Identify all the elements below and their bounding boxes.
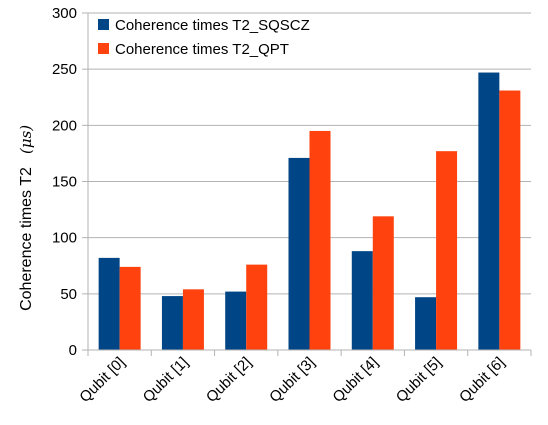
bar-qpt — [372, 216, 394, 350]
y-tick-labels: 0 50 100 150 200 250 300 — [52, 5, 77, 359]
bar-sqscz — [288, 157, 310, 350]
x-tick-label: Qubit [1] — [140, 354, 192, 406]
y-tick-label: 300 — [52, 5, 77, 22]
y-tick-label: 50 — [60, 286, 77, 303]
bar-sqscz — [225, 291, 247, 350]
legend: Coherence times T2_SQSCZ Coherence times … — [98, 17, 310, 58]
bar-qpt — [246, 264, 268, 350]
x-tick-label: Qubit [5] — [393, 354, 445, 406]
legend-label: Coherence times T2_SQSCZ — [115, 17, 310, 34]
y-tick-label: 250 — [52, 61, 77, 78]
bar-qpt — [119, 266, 141, 350]
bar-qpt — [182, 289, 204, 350]
legend-swatch — [98, 43, 109, 54]
x-tick-label: Qubit [0] — [76, 354, 128, 406]
y-axis-title: Coherence times T2 (μs) — [17, 125, 35, 311]
bar-sqscz — [161, 296, 183, 350]
x-tick-labels: Qubit [0] Qubit [1] Qubit [2] Qubit [3] Qubi… — [76, 354, 508, 406]
bar-sqscz — [415, 297, 437, 350]
bar-qpt — [309, 130, 331, 350]
legend-label: Coherence times T2_QPT — [115, 41, 289, 58]
x-tick-label: Qubit [2] — [203, 354, 255, 406]
y-tick-label: 0 — [69, 342, 77, 359]
y-axis-label: Coherence times T2 — [18, 167, 35, 311]
y-tick-label: 200 — [52, 117, 77, 134]
x-tick-label: Qubit [4] — [329, 354, 381, 406]
x-tick-label: Qubit [3] — [266, 354, 318, 406]
axes — [82, 12, 532, 356]
bar-qpt — [499, 90, 521, 350]
bar-sqscz — [98, 257, 120, 350]
y-axis-unit: (μs) — [17, 125, 35, 154]
y-tick-label: 150 — [52, 174, 77, 191]
x-tick-label: Qubit [6] — [456, 354, 508, 406]
bars — [98, 72, 521, 350]
legend-swatch — [98, 19, 109, 30]
bar-sqscz — [478, 72, 500, 350]
bar-qpt — [436, 151, 458, 350]
bar-sqscz — [351, 251, 373, 350]
y-tick-label: 100 — [52, 230, 77, 247]
